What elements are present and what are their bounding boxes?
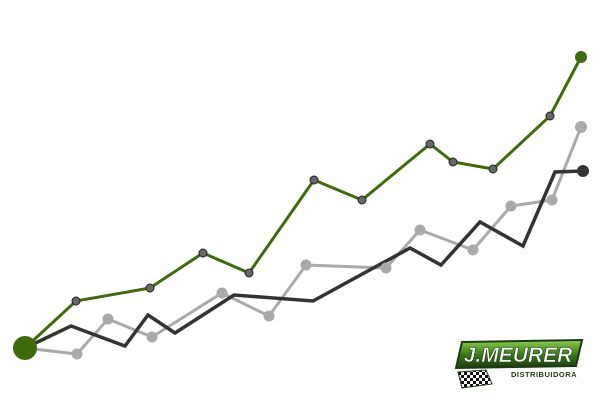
series-1-point-12 [575,121,587,133]
series-line-2 [24,169,584,350]
checkered-flag-icon [457,369,493,389]
logo-tagline-text: DISTRIBUIDORA [511,370,577,379]
series-1-point-1 [71,348,83,360]
series-0-point-9 [488,164,498,174]
series-0-point-1 [71,296,81,306]
series-1-point-5 [263,310,275,322]
logo-brand-text: J.MEURER [464,344,573,367]
series-1-point-6 [300,259,312,271]
series-0-point-10 [545,111,555,121]
series-0-point-8 [448,157,458,167]
start-point-marker [13,336,37,360]
brand-logo: J.MEURER DISTRIBUIDORA [454,338,584,389]
series-0-point-3 [198,248,208,258]
series-line-0 [23,56,583,350]
series-1-point-2 [102,313,114,325]
logo-badge [454,338,584,370]
series-0-point-4 [244,268,254,278]
series-1-point-3 [146,331,158,343]
series-1-point-8 [414,224,426,236]
series-0-point-6 [357,195,367,205]
series-1-point-9 [467,244,479,256]
series-2-point-12 [577,165,589,177]
marker-layer [13,51,589,360]
series-0-point-7 [425,139,435,149]
series-1-point-4 [216,287,228,299]
series-1-point-10 [505,200,517,212]
series-layer [23,56,584,356]
series-0-point-2 [145,283,155,293]
series-1-point-11 [546,194,558,206]
series-0-point-11 [575,51,587,63]
series-0-point-5 [309,175,319,185]
series-1-point-7 [380,262,392,274]
